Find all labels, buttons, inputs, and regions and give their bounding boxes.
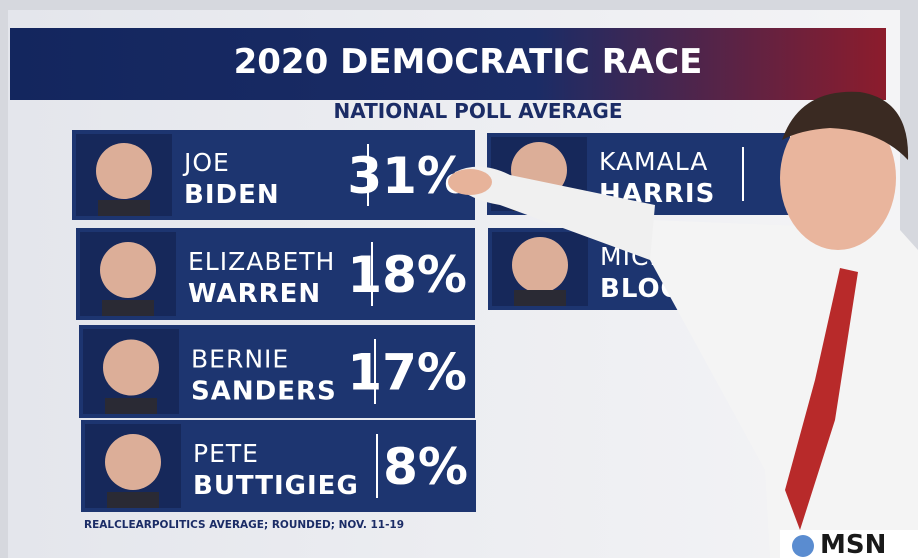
- last-name: WARREN: [188, 279, 321, 309]
- percent: 17%: [347, 344, 467, 402]
- collar: [514, 290, 566, 306]
- card-list: JOE BIDEN 31% ELIZABETH WARREN 18% BERNIE SANDE…: [72, 130, 792, 512]
- arm: [455, 166, 655, 260]
- first-name: PETE: [193, 439, 259, 468]
- logo: MSN: [820, 530, 886, 558]
- percent: 31%: [347, 147, 467, 205]
- collar: [107, 492, 159, 508]
- collar: [98, 200, 150, 216]
- subtitle: NATIONAL POLL AVERAGE: [333, 99, 622, 123]
- face: [103, 339, 159, 396]
- source-note: REALCLEARPOLITICS AVERAGE; ROUNDED; NOV.…: [84, 519, 404, 531]
- head: [780, 106, 896, 250]
- peacock: [792, 535, 814, 557]
- face: [512, 237, 568, 293]
- first-name: BERNIE: [191, 345, 289, 374]
- collar: [102, 300, 154, 316]
- banner: [10, 28, 886, 100]
- face: [100, 242, 156, 298]
- hand: [448, 169, 492, 195]
- collar: [105, 398, 157, 414]
- first-name: ELIZABETH: [188, 247, 335, 276]
- last-name: SANDERS: [191, 377, 337, 407]
- tie: [785, 268, 858, 530]
- last-name: BUTTIGIEG: [193, 471, 359, 501]
- first-name: KAMALA: [599, 147, 708, 176]
- face: [105, 434, 161, 490]
- presenter: [448, 91, 918, 558]
- hair: [782, 91, 909, 160]
- first-name: JOE: [182, 148, 230, 177]
- percent: 18%: [347, 246, 467, 304]
- title: 2020 DEMOCRATIC RACE: [234, 42, 703, 82]
- percent: 8%: [383, 438, 468, 496]
- face: [96, 143, 152, 199]
- last-name: BIDEN: [184, 180, 280, 210]
